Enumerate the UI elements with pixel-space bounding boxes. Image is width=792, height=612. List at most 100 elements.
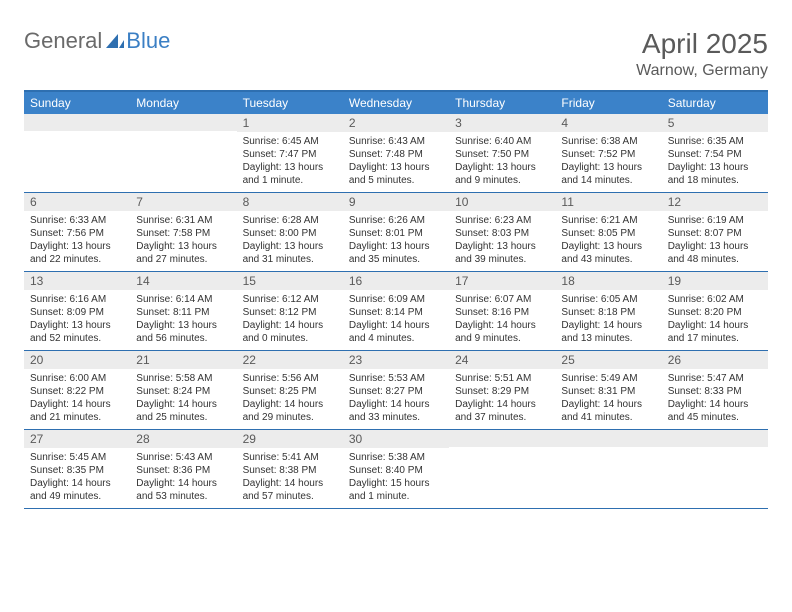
day-number: 27	[24, 430, 130, 448]
day-body: Sunrise: 6:23 AMSunset: 8:03 PMDaylight:…	[449, 211, 555, 271]
daylight-text: Daylight: 13 hours	[668, 161, 762, 174]
dow-sat: Saturday	[662, 92, 768, 114]
day-number: 13	[24, 272, 130, 290]
day-body: Sunrise: 6:05 AMSunset: 8:18 PMDaylight:…	[555, 290, 661, 350]
sunrise-text: Sunrise: 6:33 AM	[30, 214, 124, 227]
calendar-day: 30Sunrise: 5:38 AMSunset: 8:40 PMDayligh…	[343, 430, 449, 508]
day-number	[24, 114, 130, 131]
day-body: Sunrise: 6:31 AMSunset: 7:58 PMDaylight:…	[130, 211, 236, 271]
day-number: 23	[343, 351, 449, 369]
day-number: 2	[343, 114, 449, 132]
daylight-text: and 13 minutes.	[561, 332, 655, 345]
daylight-text: Daylight: 14 hours	[668, 319, 762, 332]
dow-mon: Monday	[130, 92, 236, 114]
daylight-text: and 41 minutes.	[561, 411, 655, 424]
calendar-day: 3Sunrise: 6:40 AMSunset: 7:50 PMDaylight…	[449, 114, 555, 192]
daylight-text: and 39 minutes.	[455, 253, 549, 266]
day-body: Sunrise: 6:38 AMSunset: 7:52 PMDaylight:…	[555, 132, 661, 192]
calendar-week: 27Sunrise: 5:45 AMSunset: 8:35 PMDayligh…	[24, 430, 768, 509]
day-number: 7	[130, 193, 236, 211]
sunset-text: Sunset: 8:05 PM	[561, 227, 655, 240]
sunset-text: Sunset: 7:47 PM	[243, 148, 337, 161]
sunrise-text: Sunrise: 6:35 AM	[668, 135, 762, 148]
calendar-day: 16Sunrise: 6:09 AMSunset: 8:14 PMDayligh…	[343, 272, 449, 350]
page-title: April 2025	[636, 28, 768, 60]
day-number: 3	[449, 114, 555, 132]
daylight-text: Daylight: 13 hours	[243, 240, 337, 253]
day-number: 12	[662, 193, 768, 211]
daylight-text: Daylight: 14 hours	[668, 398, 762, 411]
day-body: Sunrise: 6:09 AMSunset: 8:14 PMDaylight:…	[343, 290, 449, 350]
sunset-text: Sunset: 8:24 PM	[136, 385, 230, 398]
sunset-text: Sunset: 8:20 PM	[668, 306, 762, 319]
sunrise-text: Sunrise: 6:00 AM	[30, 372, 124, 385]
calendar-day	[24, 114, 130, 192]
daylight-text: Daylight: 13 hours	[349, 161, 443, 174]
sunset-text: Sunset: 7:52 PM	[561, 148, 655, 161]
logo-sail-icon	[106, 32, 124, 53]
sunset-text: Sunset: 8:11 PM	[136, 306, 230, 319]
daylight-text: Daylight: 14 hours	[455, 398, 549, 411]
calendar-day: 12Sunrise: 6:19 AMSunset: 8:07 PMDayligh…	[662, 193, 768, 271]
day-body: Sunrise: 6:19 AMSunset: 8:07 PMDaylight:…	[662, 211, 768, 271]
day-body	[24, 131, 130, 181]
day-number: 4	[555, 114, 661, 132]
daylight-text: and 53 minutes.	[136, 490, 230, 503]
daylight-text: Daylight: 13 hours	[30, 240, 124, 253]
day-number: 29	[237, 430, 343, 448]
daylight-text: Daylight: 13 hours	[136, 319, 230, 332]
calendar-day: 6Sunrise: 6:33 AMSunset: 7:56 PMDaylight…	[24, 193, 130, 271]
sunrise-text: Sunrise: 6:28 AM	[243, 214, 337, 227]
calendar-day: 26Sunrise: 5:47 AMSunset: 8:33 PMDayligh…	[662, 351, 768, 429]
day-number	[130, 114, 236, 131]
day-number: 10	[449, 193, 555, 211]
calendar-week: 6Sunrise: 6:33 AMSunset: 7:56 PMDaylight…	[24, 193, 768, 272]
day-body: Sunrise: 5:56 AMSunset: 8:25 PMDaylight:…	[237, 369, 343, 429]
calendar-day: 5Sunrise: 6:35 AMSunset: 7:54 PMDaylight…	[662, 114, 768, 192]
dow-header: Sunday Monday Tuesday Wednesday Thursday…	[24, 92, 768, 114]
day-body: Sunrise: 6:21 AMSunset: 8:05 PMDaylight:…	[555, 211, 661, 271]
day-body: Sunrise: 5:38 AMSunset: 8:40 PMDaylight:…	[343, 448, 449, 508]
daylight-text: and 33 minutes.	[349, 411, 443, 424]
calendar-day: 7Sunrise: 6:31 AMSunset: 7:58 PMDaylight…	[130, 193, 236, 271]
day-number: 19	[662, 272, 768, 290]
daylight-text: Daylight: 14 hours	[243, 477, 337, 490]
daylight-text: Daylight: 14 hours	[349, 319, 443, 332]
sunrise-text: Sunrise: 5:56 AM	[243, 372, 337, 385]
daylight-text: Daylight: 14 hours	[30, 398, 124, 411]
calendar-day: 13Sunrise: 6:16 AMSunset: 8:09 PMDayligh…	[24, 272, 130, 350]
daylight-text: and 49 minutes.	[30, 490, 124, 503]
sunrise-text: Sunrise: 6:02 AM	[668, 293, 762, 306]
sunset-text: Sunset: 8:22 PM	[30, 385, 124, 398]
daylight-text: and 22 minutes.	[30, 253, 124, 266]
sunset-text: Sunset: 8:29 PM	[455, 385, 549, 398]
dow-sun: Sunday	[24, 92, 130, 114]
sunrise-text: Sunrise: 6:40 AM	[455, 135, 549, 148]
sunrise-text: Sunrise: 5:38 AM	[349, 451, 443, 464]
calendar-day: 9Sunrise: 6:26 AMSunset: 8:01 PMDaylight…	[343, 193, 449, 271]
calendar-day: 18Sunrise: 6:05 AMSunset: 8:18 PMDayligh…	[555, 272, 661, 350]
daylight-text: and 35 minutes.	[349, 253, 443, 266]
sunrise-text: Sunrise: 6:05 AM	[561, 293, 655, 306]
sunrise-text: Sunrise: 6:07 AM	[455, 293, 549, 306]
daylight-text: Daylight: 14 hours	[349, 398, 443, 411]
calendar: Sunday Monday Tuesday Wednesday Thursday…	[24, 90, 768, 509]
day-body: Sunrise: 6:28 AMSunset: 8:00 PMDaylight:…	[237, 211, 343, 271]
daylight-text: and 45 minutes.	[668, 411, 762, 424]
calendar-day: 8Sunrise: 6:28 AMSunset: 8:00 PMDaylight…	[237, 193, 343, 271]
daylight-text: and 31 minutes.	[243, 253, 337, 266]
daylight-text: and 56 minutes.	[136, 332, 230, 345]
daylight-text: and 0 minutes.	[243, 332, 337, 345]
day-number: 5	[662, 114, 768, 132]
day-number: 22	[237, 351, 343, 369]
calendar-day: 10Sunrise: 6:23 AMSunset: 8:03 PMDayligh…	[449, 193, 555, 271]
calendar-day: 25Sunrise: 5:49 AMSunset: 8:31 PMDayligh…	[555, 351, 661, 429]
sunrise-text: Sunrise: 5:47 AM	[668, 372, 762, 385]
location: Warnow, Germany	[636, 62, 768, 80]
day-number	[555, 430, 661, 447]
sunrise-text: Sunrise: 6:23 AM	[455, 214, 549, 227]
sunset-text: Sunset: 8:07 PM	[668, 227, 762, 240]
daylight-text: Daylight: 13 hours	[243, 161, 337, 174]
sunrise-text: Sunrise: 5:53 AM	[349, 372, 443, 385]
sunrise-text: Sunrise: 6:19 AM	[668, 214, 762, 227]
